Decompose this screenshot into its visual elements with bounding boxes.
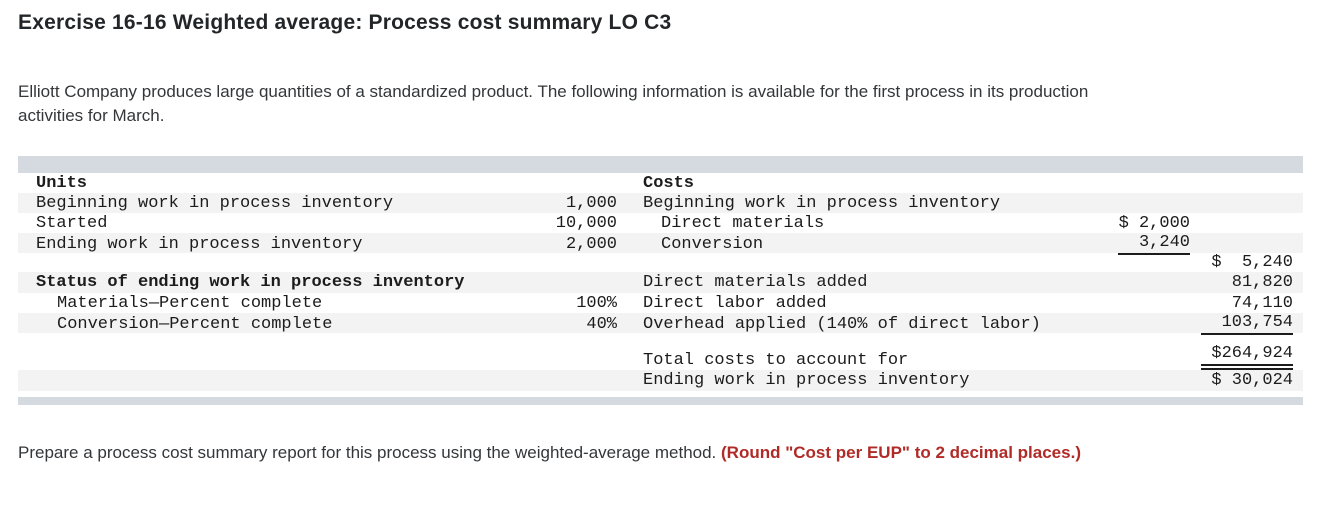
costs-conversion-cell: 3,240 bbox=[1094, 233, 1190, 255]
table-row: Ending work in process inventory 2,000 C… bbox=[18, 233, 1303, 255]
table-row: Ending work in process inventory $ 30,02… bbox=[18, 370, 1303, 391]
units-conversion-pct-label: Conversion—Percent complete bbox=[57, 314, 333, 334]
table-row: Started 10,000 Direct materials $ 2,000 bbox=[18, 213, 1303, 233]
costs-beginning-total-cell: $ 5,240 bbox=[1190, 253, 1303, 272]
costs-beginning-total-value: $ 5,240 bbox=[1211, 253, 1293, 272]
costs-dm-added-value: 81,820 bbox=[1231, 273, 1293, 292]
units-started-value: 10,000 bbox=[555, 213, 617, 233]
costs-direct-materials-value: $ 2,000 bbox=[1118, 213, 1190, 233]
costs-direct-materials-cell: $ 2,000 bbox=[1094, 214, 1190, 233]
costs-total-cell: $264,924 bbox=[1190, 344, 1303, 370]
units-ending-wip-value: 2,000 bbox=[565, 234, 617, 254]
costs-dm-added-label: Direct materials added bbox=[643, 273, 868, 292]
cost-data-table: Units Costs Beginning work in process in… bbox=[18, 156, 1303, 405]
units-ending-wip-label: Ending work in process inventory bbox=[36, 234, 363, 254]
costs-dl-added-cell: 74,110 bbox=[1190, 294, 1303, 313]
costs-direct-materials-label: Direct materials bbox=[661, 213, 825, 233]
units-started-label: Started bbox=[36, 213, 108, 233]
costs-ending-wip-label: Ending work in process inventory bbox=[643, 371, 970, 390]
page-title: Exercise 16-16 Weighted average: Process… bbox=[18, 11, 672, 34]
costs-overhead-value: 103,754 bbox=[1201, 313, 1293, 335]
table-row: Total costs to account for $264,924 bbox=[18, 333, 1303, 370]
costs-ending-wip-value: $ 30,024 bbox=[1211, 371, 1293, 390]
units-conversion-pct-value: 40% bbox=[586, 314, 617, 334]
exercise-page: Exercise 16-16 Weighted average: Process… bbox=[0, 10, 1326, 508]
table-row: Units Costs bbox=[18, 173, 1303, 193]
units-materials-pct-value: 100% bbox=[576, 293, 617, 313]
table-row: Conversion—Percent complete 40% Overhead… bbox=[18, 313, 1303, 335]
costs-ending-wip-cell: $ 30,024 bbox=[1190, 371, 1303, 390]
costs-overhead-cell: 103,754 bbox=[1190, 313, 1303, 335]
units-beginning-wip-label: Beginning work in process inventory bbox=[36, 193, 394, 213]
instruction-rounding-note: (Round "Cost per EUP" to 2 decimal place… bbox=[721, 443, 1081, 462]
table-row: $ 5,240 bbox=[18, 253, 1303, 272]
units-status-header: Status of ending work in process invento… bbox=[36, 273, 465, 292]
costs-overhead-label: Overhead applied (140% of direct labor) bbox=[643, 314, 1041, 334]
instruction-paragraph: Prepare a process cost summary report fo… bbox=[18, 441, 1098, 465]
table-row: Materials—Percent complete 100% Direct l… bbox=[18, 293, 1303, 313]
table-bottom-band bbox=[18, 397, 1303, 405]
intro-paragraph: Elliott Company produces large quantitie… bbox=[18, 82, 1089, 125]
costs-total-label: Total costs to account for bbox=[643, 351, 909, 370]
units-beginning-wip-value: 1,000 bbox=[565, 193, 617, 213]
costs-section-header: Costs bbox=[643, 173, 695, 193]
costs-conversion-label: Conversion bbox=[661, 234, 764, 254]
costs-total-value: $264,924 bbox=[1201, 344, 1293, 370]
costs-conversion-value: 3,240 bbox=[1118, 233, 1190, 255]
costs-dl-added-label: Direct labor added bbox=[643, 293, 827, 313]
units-materials-pct-label: Materials—Percent complete bbox=[57, 293, 323, 313]
instruction-text: Prepare a process cost summary report fo… bbox=[18, 443, 722, 462]
costs-dm-added-cell: 81,820 bbox=[1190, 273, 1303, 292]
table-row: Status of ending work in process invento… bbox=[18, 272, 1303, 293]
units-section-header: Units bbox=[36, 173, 88, 193]
costs-beginning-wip-label: Beginning work in process inventory bbox=[643, 193, 1001, 213]
table-row: Beginning work in process inventory 1,00… bbox=[18, 193, 1303, 213]
table-top-band bbox=[18, 156, 1303, 173]
costs-dl-added-value: 74,110 bbox=[1231, 293, 1293, 313]
